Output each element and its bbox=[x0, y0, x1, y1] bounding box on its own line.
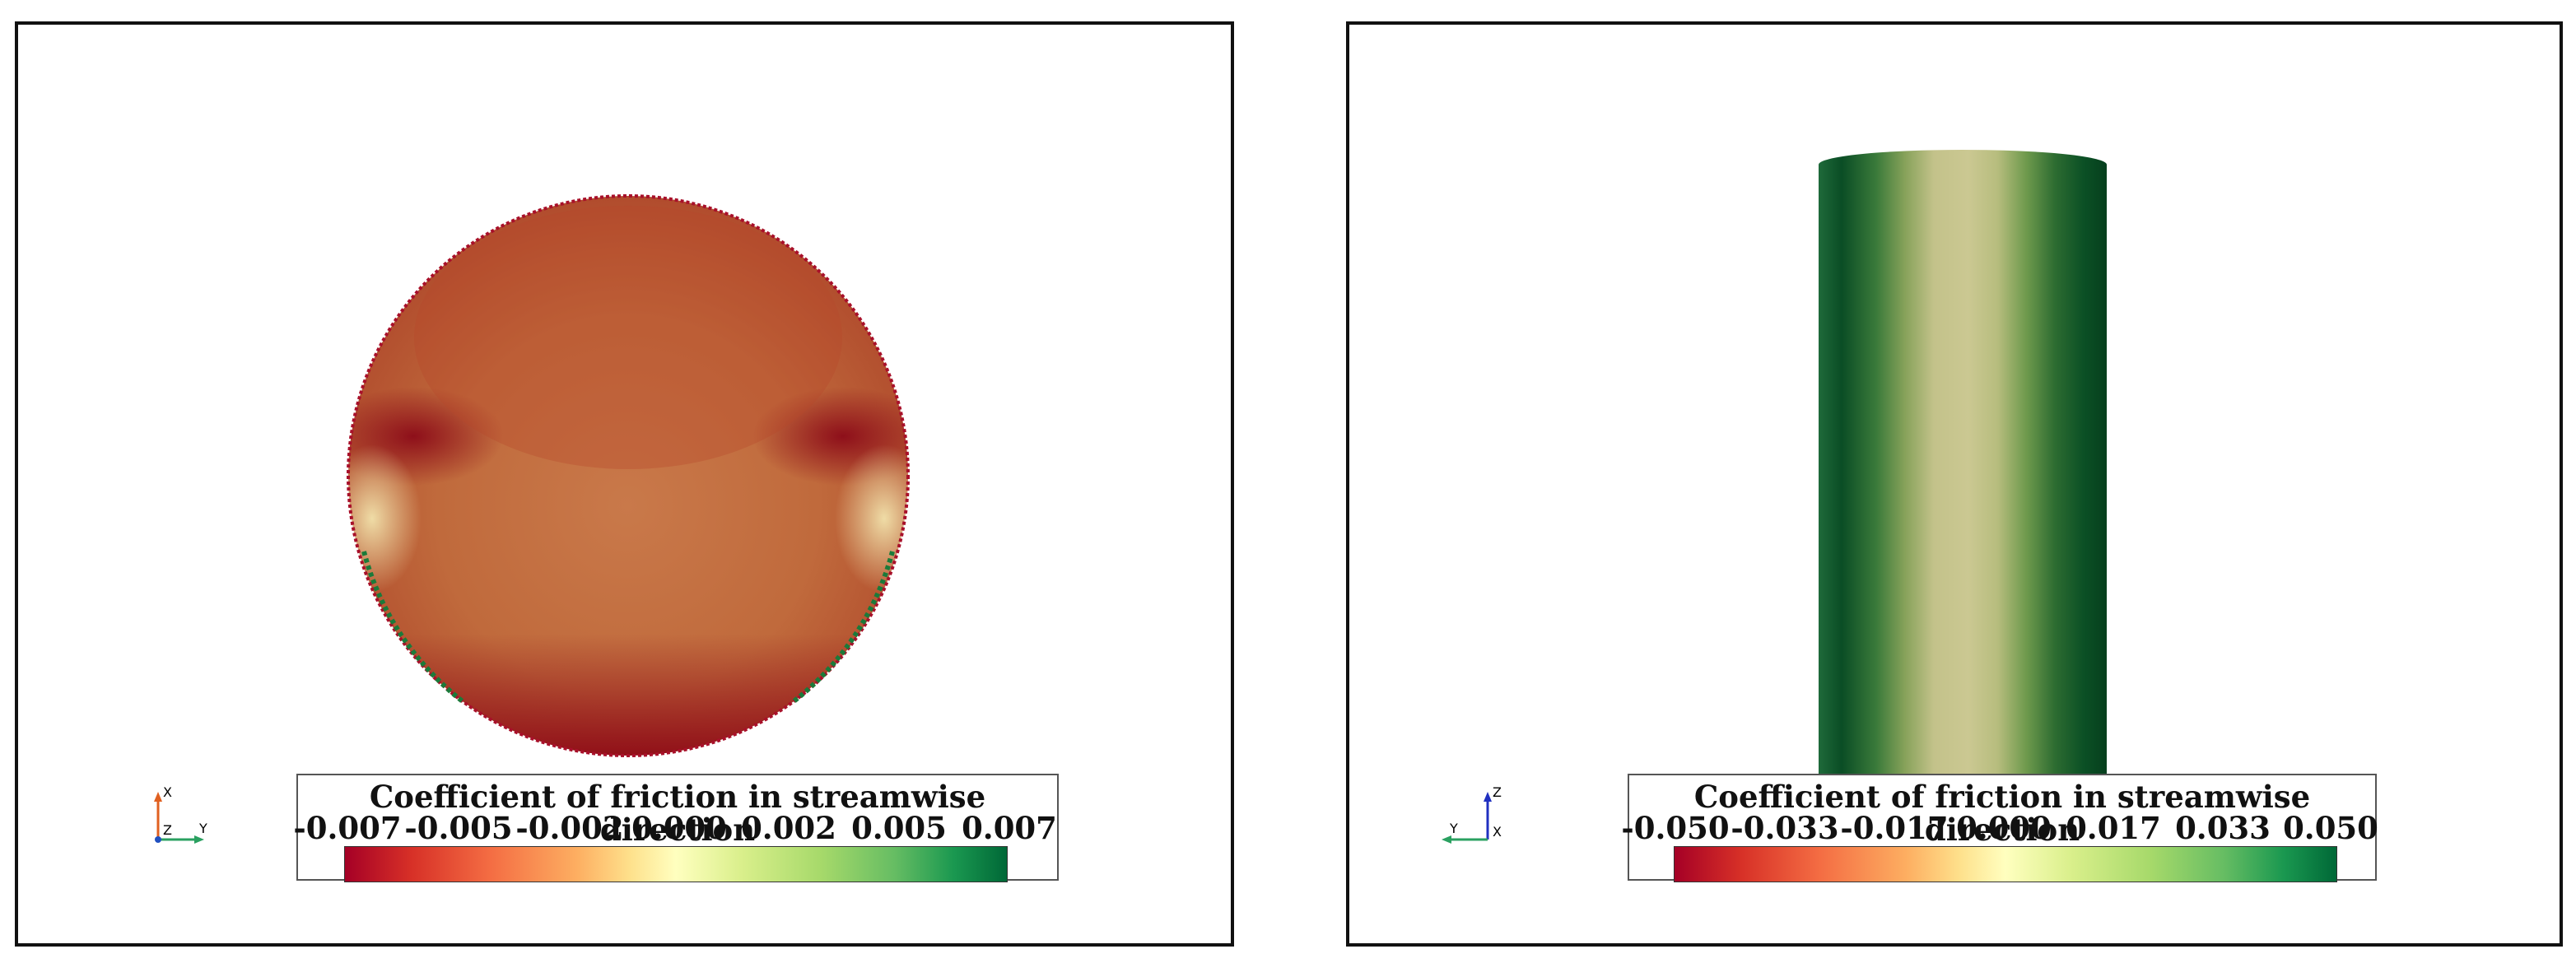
tick-label: -0.002 bbox=[515, 810, 624, 846]
legend-ticks: -0.007 -0.005 -0.002 0.000 0.002 0.005 0… bbox=[293, 810, 1057, 846]
right-view-panel[interactable]: Z Y X Coefficient of friction in streamw… bbox=[1346, 21, 2563, 947]
tick-label: -0.033 bbox=[1731, 810, 1839, 846]
legend-title: Coefficient of friction in streamwise di… bbox=[1693, 779, 2311, 848]
colorbar-legend-right: Coefficient of friction in streamwise di… bbox=[1621, 774, 2378, 882]
tick-label: 0.000 bbox=[631, 810, 727, 846]
axes-triad-icon: X Y Z bbox=[154, 784, 207, 844]
axis-label-out: X bbox=[1493, 824, 1502, 840]
axis-label-vertical: Z bbox=[1493, 784, 1502, 800]
tick-label: 0.017 bbox=[2066, 810, 2161, 846]
circular-field-plot bbox=[347, 194, 910, 757]
legend-ticks: -0.050 -0.033 -0.017 0.000 0.017 0.033 0… bbox=[1621, 810, 2378, 846]
axis-label-horizontal: Y bbox=[198, 821, 207, 836]
tick-label: 0.005 bbox=[851, 810, 947, 846]
axis-label-out: Z bbox=[163, 822, 172, 838]
axes-triad-icon: Z Y X bbox=[1442, 784, 1502, 844]
tick-label: -0.050 bbox=[1621, 810, 1730, 846]
tick-label: 0.033 bbox=[2175, 810, 2271, 846]
tick-label: 0.002 bbox=[741, 810, 836, 846]
tick-label: 0.000 bbox=[1956, 810, 2052, 846]
left-view-panel[interactable]: X Y Z Coefficient of friction in streamw… bbox=[15, 21, 1234, 947]
colorbar-legend-left: Coefficient of friction in streamwise di… bbox=[293, 774, 1059, 882]
tick-label: 0.050 bbox=[2283, 810, 2378, 846]
tick-label: -0.017 bbox=[1840, 810, 1949, 846]
tick-label: -0.007 bbox=[293, 810, 402, 846]
axis-label-horizontal: Y bbox=[1449, 821, 1458, 836]
cylinder-field-plot bbox=[1819, 150, 2107, 789]
colorbar-gradient bbox=[344, 846, 1008, 882]
tick-label: -0.005 bbox=[404, 810, 513, 846]
legend-title: Coefficient of friction in streamwise di… bbox=[369, 779, 986, 848]
axis-label-vertical: X bbox=[163, 784, 172, 800]
colorbar-gradient bbox=[1674, 846, 2337, 882]
tick-label: 0.007 bbox=[962, 810, 1057, 846]
